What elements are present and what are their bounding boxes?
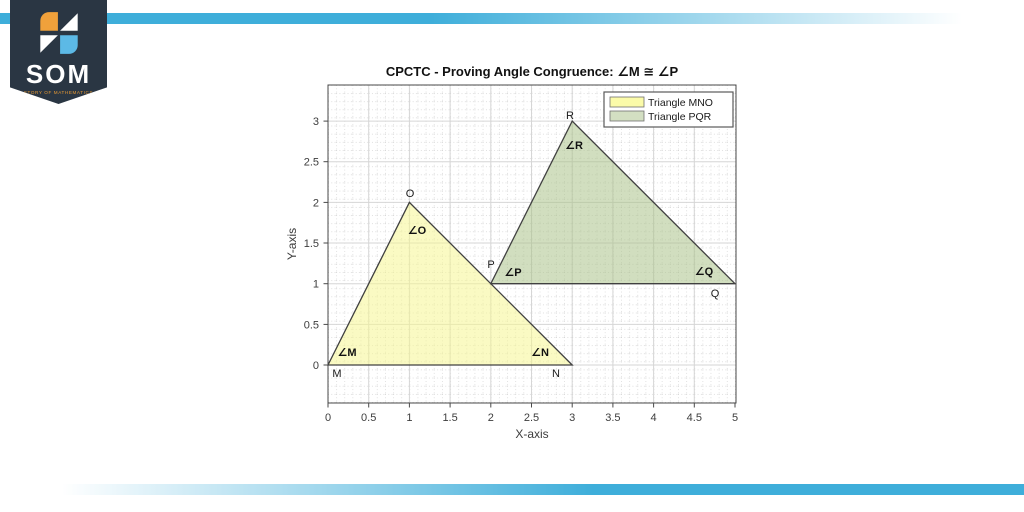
x-tick: 2.5 (524, 412, 539, 424)
y-tick: 3 (313, 116, 319, 128)
x-tick: 4.5 (687, 412, 702, 424)
vertex-label-r: R (566, 110, 574, 122)
x-tick: 3.5 (605, 412, 620, 424)
angle-label-q: ∠Q (695, 266, 714, 278)
y-tick: 2.5 (304, 157, 319, 169)
angle-label-p: ∠P (504, 267, 521, 279)
x-tick: 1.5 (442, 412, 457, 424)
angle-label-m: ∠M (337, 347, 356, 359)
vertex-labels: M N O P Q R (332, 110, 719, 380)
y-tick: 1 (313, 279, 319, 291)
logo-title: SOM (25, 59, 92, 89)
x-tick: 4 (651, 412, 657, 424)
x-tick: 1 (406, 412, 412, 424)
x-tick-labels: 0 0.5 1 1.5 2 2.5 3 3.5 4 4.5 5 (325, 412, 738, 424)
vertex-label-p: P (487, 259, 494, 271)
legend-label-mno: Triangle MNO (648, 97, 713, 109)
x-tick: 3 (569, 412, 575, 424)
y-tick-labels: 0 0.5 1 1.5 2 2.5 3 (304, 116, 319, 372)
logo-subtitle: STORY OF MATHEMATICS (23, 90, 94, 95)
y-tick: 1.5 (304, 238, 319, 250)
legend-label-pqr: Triangle PQR (648, 111, 712, 123)
vertex-label-n: N (552, 368, 560, 380)
angle-label-r: ∠R (565, 140, 583, 152)
x-axis-label: X-axis (515, 427, 548, 441)
x-tick: 0 (325, 412, 331, 424)
y-tick: 2 (313, 197, 319, 209)
triangle-pqr (489, 120, 737, 285)
angle-labels: ∠M ∠N ∠O ∠P ∠Q ∠R (337, 140, 713, 359)
y-tick: 0.5 (304, 319, 319, 331)
x-tick: 2 (488, 412, 494, 424)
angle-label-n: ∠N (531, 347, 549, 359)
y-axis-label: Y-axis (285, 228, 299, 260)
bottom-brand-stripe (0, 484, 1024, 495)
x-tick: 0.5 (361, 412, 376, 424)
legend: Triangle MNO Triangle PQR (603, 91, 734, 128)
x-tick: 5 (732, 412, 738, 424)
legend-swatch-mno (609, 96, 645, 108)
legend-swatch-pqr (609, 110, 645, 122)
vertex-label-o: O (406, 188, 415, 200)
som-pinwheel-icon (39, 12, 78, 54)
y-tick: 0 (313, 360, 319, 372)
tick-marks (323, 120, 736, 408)
vertex-label-m: M (332, 368, 341, 380)
vertex-label-q: Q (711, 288, 720, 300)
top-brand-stripe (0, 13, 1024, 24)
som-logo-banner: SOM STORY OF MATHEMATICS (10, 0, 107, 104)
chart-title: CPCTC - Proving Angle Congruence: ∠M ≅ ∠… (386, 64, 679, 79)
angle-label-o: ∠O (408, 225, 427, 237)
